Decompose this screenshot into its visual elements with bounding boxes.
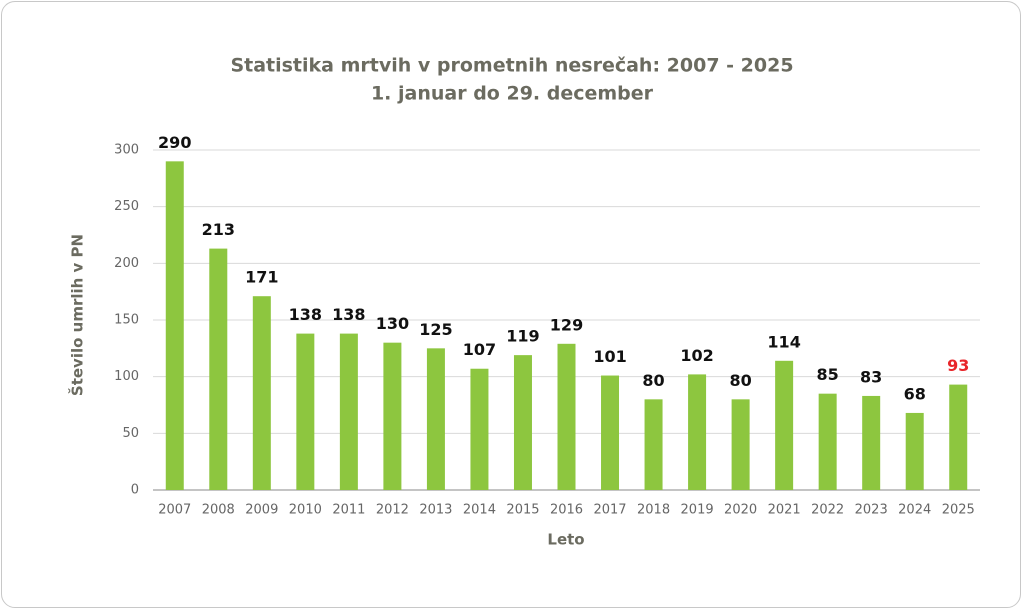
- bar: [775, 360, 794, 490]
- bar: [209, 248, 228, 490]
- y-tick-label: 50: [122, 426, 139, 441]
- value-label: 85: [817, 365, 839, 384]
- bar: [818, 393, 837, 490]
- value-label: 93: [947, 356, 969, 375]
- bar: [949, 384, 968, 490]
- value-label: 130: [376, 314, 409, 333]
- y-tick-label: 300: [114, 143, 139, 158]
- x-tick-label: 2018: [637, 503, 670, 518]
- bar: [601, 375, 620, 490]
- x-tick-label: 2024: [898, 503, 931, 518]
- y-tick-label: 100: [114, 369, 139, 384]
- x-tick-label: 2025: [942, 503, 975, 518]
- value-label: 107: [463, 340, 496, 359]
- x-tick-label: 2007: [158, 503, 191, 518]
- value-label: 83: [860, 367, 882, 386]
- y-axis-title: Število umrlih v PN: [68, 234, 87, 396]
- x-tick-label: 2019: [681, 503, 714, 518]
- value-label: 119: [506, 327, 539, 346]
- x-tick-label: 2015: [506, 503, 539, 518]
- value-label: 290: [158, 133, 191, 152]
- y-tick-label: 150: [114, 313, 139, 328]
- x-tick-label: 2012: [376, 503, 409, 518]
- x-tick-label: 2008: [202, 503, 235, 518]
- value-label: 101: [593, 347, 626, 366]
- bar: [470, 368, 489, 490]
- x-tick-label: 2023: [855, 503, 888, 518]
- bar: [296, 333, 315, 490]
- bar: [426, 348, 445, 490]
- y-tick-label: 200: [114, 256, 139, 271]
- bar: [731, 399, 750, 490]
- x-tick-label: 2020: [724, 503, 757, 518]
- x-tick-label: 2009: [245, 503, 278, 518]
- bar: [644, 399, 663, 490]
- bar: [862, 395, 881, 490]
- value-label: 213: [202, 220, 235, 239]
- value-label: 138: [289, 305, 322, 324]
- bar: [688, 374, 707, 490]
- x-tick-label: 2011: [332, 503, 365, 518]
- bar: [339, 333, 358, 490]
- bar: [252, 296, 271, 490]
- value-label: 102: [680, 346, 713, 365]
- value-label: 80: [642, 371, 664, 390]
- value-label: 138: [332, 305, 365, 324]
- x-tick-label: 2017: [593, 503, 626, 518]
- x-tick-label: 2016: [550, 503, 583, 518]
- x-tick-label: 2013: [419, 503, 452, 518]
- x-tick-label: 2022: [811, 503, 844, 518]
- value-label: 114: [767, 332, 800, 351]
- chart-subtitle: 1. januar do 29. december: [371, 83, 654, 105]
- bar: [165, 161, 184, 491]
- value-label: 125: [419, 320, 452, 339]
- bar: [513, 355, 532, 490]
- bar: [383, 342, 402, 490]
- x-tick-label: 2014: [463, 503, 496, 518]
- x-tick-label: 2010: [289, 503, 322, 518]
- value-label: 171: [245, 268, 278, 287]
- y-tick-label: 0: [131, 483, 139, 498]
- bar: [905, 412, 924, 490]
- x-tick-label: 2021: [768, 503, 801, 518]
- y-tick-label: 250: [114, 199, 139, 214]
- value-label: 129: [550, 315, 583, 334]
- value-label: 68: [904, 384, 926, 403]
- bar: [557, 343, 576, 490]
- x-axis-title: Leto: [547, 531, 584, 549]
- chart-title: Statistika mrtvih v prometnih nesrečah: …: [230, 55, 793, 77]
- value-label: 80: [729, 371, 751, 390]
